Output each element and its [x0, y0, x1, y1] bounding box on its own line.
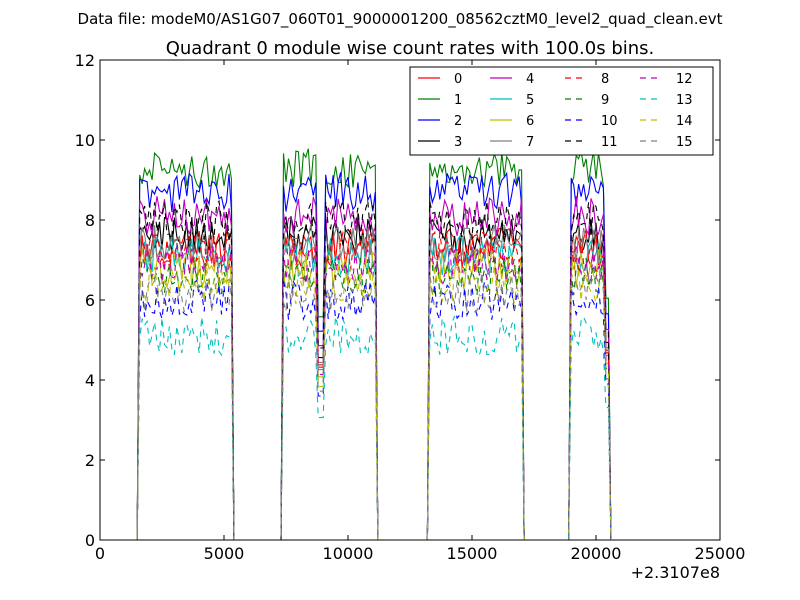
- series-line-15: [136, 272, 612, 540]
- y-tick-label: 10: [75, 131, 95, 150]
- legend-label-13: 13: [676, 93, 693, 108]
- legend-label-7: 7: [526, 135, 534, 150]
- legend-label-8: 8: [601, 72, 609, 87]
- series-line-12: [136, 244, 612, 540]
- legend-label-11: 11: [601, 135, 618, 150]
- legend-label-3: 3: [454, 135, 462, 150]
- series-line-6: [136, 246, 612, 540]
- x-tick-label: 10000: [323, 544, 374, 563]
- x-tick-label: 0: [95, 544, 105, 563]
- y-tick-label: 8: [85, 211, 95, 230]
- legend-label-4: 4: [526, 72, 534, 87]
- series-line-8: [136, 230, 612, 540]
- legend-frame: [409, 66, 714, 156]
- series-line-2: [136, 171, 612, 540]
- series-line-4: [136, 196, 612, 540]
- y-tick-label: 6: [85, 291, 95, 310]
- legend-label-0: 0: [454, 72, 462, 87]
- figure-suptitle: Data file: modeM0/AS1G07_060T01_90000012…: [78, 10, 723, 29]
- x-tick-label: 25000: [695, 544, 746, 563]
- series-line-7: [136, 224, 612, 540]
- y-tick-label: 12: [75, 51, 95, 70]
- legend-label-12: 12: [676, 72, 693, 87]
- legend-label-6: 6: [526, 114, 534, 129]
- legend-label-9: 9: [601, 93, 609, 108]
- x-tick-label: 5000: [204, 544, 245, 563]
- legend-label-15: 15: [676, 135, 693, 150]
- y-tick-label: 0: [85, 531, 95, 550]
- x-tick-label: 20000: [571, 544, 622, 563]
- legend-label-14: 14: [676, 114, 693, 129]
- series-line-1: [136, 148, 612, 540]
- chart-title: Quadrant 0 module wise count rates with …: [166, 38, 655, 59]
- series-layer: [136, 148, 612, 540]
- x-tick-label: 15000: [447, 544, 498, 563]
- series-line-0: [136, 227, 612, 540]
- legend-label-1: 1: [454, 93, 462, 108]
- legend-label-10: 10: [601, 114, 618, 129]
- legend-label-2: 2: [454, 114, 462, 129]
- series-line-14: [136, 262, 612, 540]
- series-line-13: [136, 315, 612, 540]
- series-line-10: [136, 279, 612, 540]
- legend-label-5: 5: [526, 93, 534, 108]
- series-line-3: [136, 215, 612, 540]
- y-tick-label: 4: [85, 371, 95, 390]
- x-axis-offset-label: +2.3107e8: [631, 563, 720, 582]
- y-tick-label: 2: [85, 451, 95, 470]
- series-line-11: [136, 199, 612, 540]
